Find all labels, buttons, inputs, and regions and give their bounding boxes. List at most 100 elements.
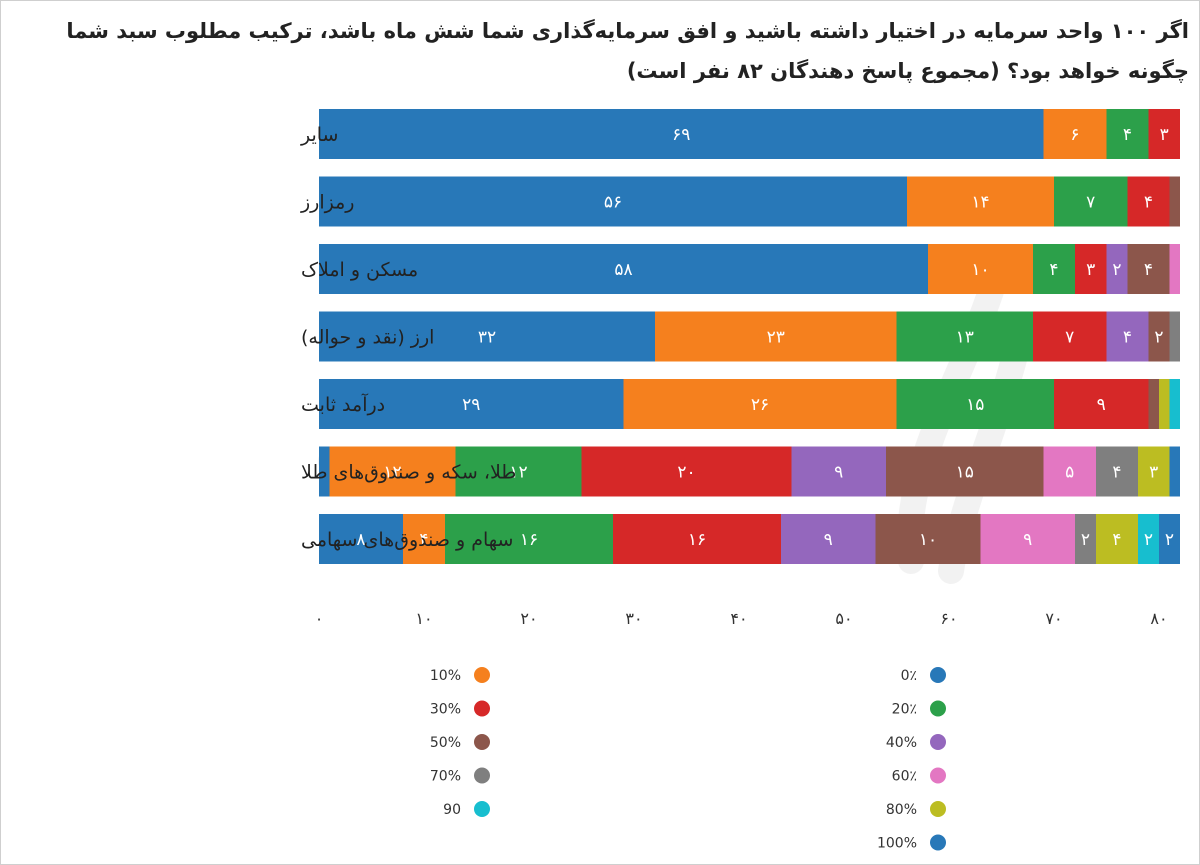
bar-row: ۶۹ ۶ ۴ ۳ <box>319 109 1180 159</box>
bar-segment <box>886 446 1044 497</box>
legend-item: 50% <box>430 734 490 751</box>
bar-value-label: ۱۳ <box>956 328 974 348</box>
bar-segment <box>1127 244 1170 294</box>
legend-swatch <box>474 734 490 750</box>
bar-value-label: ۴ <box>1144 260 1153 280</box>
bar-segment <box>319 244 928 294</box>
bar-value-label: ۴ <box>419 530 428 550</box>
bar-segment <box>319 311 655 362</box>
legend-label: 20٪ <box>892 702 917 718</box>
bar-value-label: ۲۳ <box>767 328 785 348</box>
bar-value-label: ۲۶ <box>751 395 769 415</box>
bar-segment <box>581 446 792 497</box>
x-tick-label: ۲۰ <box>520 609 537 628</box>
bar-segment <box>1148 311 1170 362</box>
bar-row: ۱۲ ۱۲ ۲۰ ۹ ۱۵ ۵ ۴ ۳ <box>319 446 1180 497</box>
bar-value-label: ۱۶ <box>520 530 538 550</box>
x-tick-label: ۰ <box>315 609 324 628</box>
bar-value-label: ۶۹ <box>672 125 690 145</box>
bar-segment <box>1169 379 1180 429</box>
legend-item: 90 <box>443 801 490 818</box>
bar-row: ۵۸ ۱۰ ۴ ۳ ۲ ۴ <box>319 244 1180 294</box>
bar-value-label: ۶ <box>1070 125 1079 145</box>
legend-label: 40% <box>886 735 917 751</box>
bar-segment <box>928 244 1033 294</box>
bar-value-label: ۲۰ <box>677 463 695 483</box>
category-label: طلا، سکه و صندوق‌های طلا <box>301 462 516 484</box>
bar-segment <box>896 311 1033 362</box>
bar-value-label: ۷ <box>1086 193 1095 213</box>
legend-label: 80% <box>886 802 917 818</box>
bar-segment <box>623 379 897 429</box>
bar-segment <box>319 379 624 429</box>
bar-segment <box>1148 379 1159 429</box>
category-label: سهام و صندوق‌های سهامی <box>301 529 513 551</box>
legend-label: 50% <box>430 735 461 751</box>
chart-title: اگر ۱۰۰ واحد سرمایه در اختیار داشته باشی… <box>66 19 1189 83</box>
bar-value-label: ۴ <box>1049 260 1058 280</box>
legend-item: 80% <box>886 801 946 818</box>
bar-segment <box>1075 514 1096 564</box>
legend-item: 40% <box>886 734 946 751</box>
bar-segment <box>403 514 445 564</box>
bar-segment <box>907 176 1054 227</box>
legend-label: 90 <box>443 802 461 818</box>
bar-value-label: ۵ <box>1065 463 1074 483</box>
category-label: مسکن و املاک <box>301 259 418 281</box>
bar-value-label: ۱۲ <box>509 463 527 483</box>
bar-segment <box>791 446 886 497</box>
legend-item: 10% <box>430 667 490 684</box>
legend-item: 100% <box>877 834 946 852</box>
bar-segment <box>319 176 907 227</box>
bar-segment <box>1033 244 1075 294</box>
bar-segment <box>1169 446 1180 497</box>
bar-segment <box>613 514 781 564</box>
x-tick-label: ۳۰ <box>625 609 642 628</box>
legend-label: 30% <box>430 702 461 718</box>
legend-item: 20٪ <box>892 700 946 718</box>
bar-segment <box>1054 176 1128 227</box>
legend-swatch <box>930 801 946 817</box>
bar-value-label: ۱۰ <box>971 260 989 280</box>
bar-segment <box>1159 514 1180 564</box>
bar-segment <box>1106 311 1149 362</box>
legend-label: 0٪ <box>901 668 917 684</box>
bar-value-label: ۴ <box>1112 463 1121 483</box>
bar-segment <box>319 446 330 497</box>
bar-row: ۲۹ ۲۶ ۱۵ ۹ <box>319 379 1180 429</box>
bar-segment <box>1148 109 1180 159</box>
x-tick-label: ۸۰ <box>1150 609 1167 628</box>
bar-segment <box>1054 379 1149 429</box>
legend-swatch <box>474 667 490 683</box>
bar-value-label: ۱۲ <box>383 463 401 483</box>
bar-segment <box>1169 176 1180 227</box>
bar-value-label: ۲ <box>1081 530 1090 550</box>
bar-value-label: ۳ <box>1149 463 1158 483</box>
bar-value-label: ۵۶ <box>604 193 622 213</box>
bar-segment <box>445 514 613 564</box>
legend-item: 0٪ <box>901 667 946 684</box>
bar-segment <box>1138 446 1170 497</box>
bar-value-label: ۷ <box>1065 328 1074 348</box>
bar-value-label: ۱۴ <box>971 193 989 213</box>
bar-segment <box>1033 311 1107 362</box>
bar-segment <box>896 379 1054 429</box>
bar-value-label: ۴ <box>1123 328 1132 348</box>
bar-value-label: ۵۸ <box>614 260 632 280</box>
bar-value-label: ۴ <box>1112 530 1121 550</box>
bar-segment <box>329 446 456 497</box>
x-tick-label: ۴۰ <box>730 609 747 628</box>
bar-segment <box>1138 514 1159 564</box>
bar-value-label: ۲ <box>1144 530 1153 550</box>
bar-segment <box>875 514 981 564</box>
bar-value-label: ۳ <box>1160 125 1169 145</box>
legend-swatch <box>474 700 490 717</box>
bar-segment <box>455 446 582 497</box>
bar-value-label: ۱۶ <box>688 530 706 550</box>
x-tick-label: ۷۰ <box>1045 609 1062 628</box>
bar-value-label: ۱۵ <box>956 463 974 483</box>
bar-value-label: ۲ <box>1165 530 1174 550</box>
legend-label: 60٪ <box>892 769 917 785</box>
